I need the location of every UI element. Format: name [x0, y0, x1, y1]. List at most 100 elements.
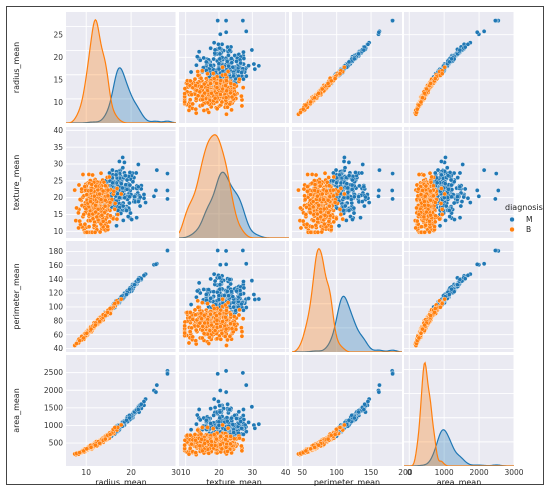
scatter-point-B	[431, 183, 436, 189]
scatter-point-B	[337, 206, 343, 212]
scatter-point-M	[458, 203, 464, 209]
scatter-point-M	[346, 208, 352, 213]
scatter-point-M	[336, 223, 342, 229]
scatter-point-B	[298, 110, 303, 115]
scatter-point-M	[443, 218, 448, 223]
scatter-point-B	[97, 191, 102, 197]
scatter-point-M	[476, 194, 482, 199]
scatter-point-M	[246, 63, 251, 68]
scatter-point-B	[114, 186, 120, 191]
scatter-point-B	[312, 188, 317, 193]
scatter-point-B	[74, 341, 79, 346]
scatter-point-M	[113, 172, 119, 178]
scatter-point-M	[241, 49, 246, 55]
scatter-point-M	[455, 194, 460, 199]
scatter-point-B	[237, 76, 242, 82]
scatter-point-M	[227, 277, 232, 282]
scatter-point-M	[165, 188, 170, 193]
y-tick-label: 15	[53, 210, 63, 219]
scatter-point-M	[442, 181, 448, 186]
scatter-point-B	[98, 197, 104, 202]
scatter-point-B	[321, 197, 326, 202]
panel-texture_mean-vs-perimeter_mean	[292, 127, 402, 238]
scatter-point-B	[239, 97, 245, 103]
scatter-point-B	[228, 312, 234, 317]
scatter-point-M	[153, 262, 159, 267]
panel-marks	[72, 155, 170, 235]
scatter-point-M	[346, 173, 352, 179]
scatter-point-B	[114, 216, 120, 222]
scatter-point-M	[204, 292, 209, 297]
scatter-point-M	[460, 162, 465, 167]
scatter-point-B	[305, 189, 310, 194]
scatter-point-M	[474, 262, 480, 267]
y-tick-label: 25	[53, 30, 63, 39]
scatter-point-M	[208, 63, 213, 68]
scatter-point-B	[73, 218, 79, 223]
scatter-point-M	[249, 278, 255, 283]
scatter-point-B	[342, 64, 347, 70]
scatter-point-M	[359, 170, 365, 176]
scatter-point-B	[190, 317, 196, 322]
scatter-point-B	[312, 95, 317, 101]
scatter-point-B	[209, 322, 214, 328]
scatter-point-M	[256, 296, 262, 302]
scatter-point-M	[217, 51, 223, 57]
scatter-point-B	[105, 224, 110, 229]
scatter-point-B	[214, 106, 220, 112]
scatter-point-M	[452, 217, 457, 222]
scatter-point-B	[214, 313, 219, 318]
scatter-point-B	[76, 210, 81, 216]
scatter-point-M	[141, 195, 147, 201]
scatter-point-M	[217, 45, 222, 51]
scatter-point-M	[217, 275, 222, 280]
scatter-point-M	[241, 285, 247, 291]
scatter-point-B	[231, 314, 237, 319]
scatter-point-B	[224, 78, 229, 83]
scatter-point-M	[122, 195, 128, 201]
scatter-point-B	[186, 108, 192, 113]
scatter-point-M	[123, 182, 129, 188]
scatter-point-M	[120, 155, 125, 160]
scatter-point-B	[337, 71, 343, 77]
scatter-point-B	[342, 191, 347, 197]
scatter-point-B	[432, 224, 437, 229]
panel-marks	[66, 18, 176, 123]
scatter-point-B	[322, 212, 328, 218]
scatter-point-B	[225, 69, 231, 74]
scatter-point-M	[127, 182, 133, 188]
scatter-point-B	[421, 172, 427, 178]
scatter-point-M	[216, 42, 221, 47]
y-tick-label: 35	[53, 143, 63, 152]
scatter-point-M	[124, 187, 130, 192]
scatter-point-M	[349, 182, 355, 188]
scatter-point-M	[251, 61, 257, 67]
scatter-point-M	[230, 64, 236, 70]
scatter-point-B	[439, 71, 445, 77]
scatter-point-B	[199, 316, 204, 321]
scatter-point-B	[108, 213, 113, 219]
scatter-point-M	[194, 62, 199, 68]
scatter-point-B	[427, 170, 433, 176]
scatter-point-B	[322, 170, 328, 176]
scatter-point-B	[195, 93, 201, 99]
scatter-point-M	[433, 170, 438, 176]
scatter-point-B	[315, 193, 320, 199]
scatter-point-M	[195, 288, 200, 294]
scatter-point-B	[84, 330, 90, 336]
scatter-point-B	[99, 212, 105, 218]
scatter-point-B	[318, 209, 324, 215]
scatter-point-B	[422, 230, 427, 235]
panel-marks	[412, 18, 501, 117]
scatter-point-B	[202, 90, 207, 96]
figure-frame: 10 15 20 25 radius_mean 10 15 20 25 30 35 40 texture…	[6, 6, 544, 486]
scatter-point-M	[132, 282, 137, 287]
scatter-point-M	[449, 286, 454, 292]
scatter-point-B	[82, 221, 88, 227]
scatter-point-B	[208, 81, 213, 86]
pairplot-chart: 10152025radius_mean10152025303540texture…	[12, 12, 543, 486]
scatter-point-B	[93, 202, 98, 208]
y-tick-label: 10	[53, 227, 63, 236]
scatter-point-M	[243, 29, 249, 34]
scatter-point-B	[239, 333, 245, 339]
